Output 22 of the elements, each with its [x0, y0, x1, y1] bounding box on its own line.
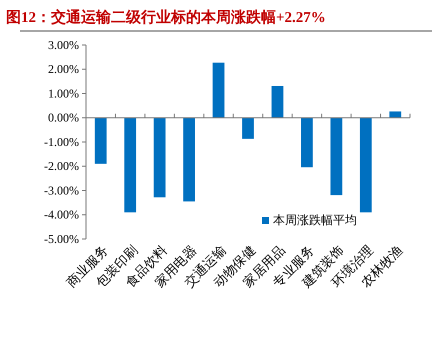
bar — [124, 118, 136, 212]
bar — [183, 118, 195, 202]
bar — [389, 111, 402, 118]
y-tick-label: -1.00% — [44, 134, 79, 149]
y-tick-label: -2.00% — [44, 159, 79, 174]
y-tick-label: 0.00% — [48, 110, 79, 125]
y-tick-label: -5.00% — [44, 232, 79, 246]
bar — [154, 118, 166, 198]
legend-label: 本周涨跌幅平均 — [273, 213, 357, 227]
y-tick-label: 2.00% — [48, 62, 79, 76]
y-tick-label: 3.00% — [48, 38, 79, 52]
bar — [330, 118, 342, 196]
y-tick-label: -3.00% — [44, 183, 79, 198]
bar — [242, 118, 254, 139]
bar — [212, 62, 224, 118]
chart-title: 图12：交通运输二级行业标的本周涨跌幅+2.27% — [6, 8, 326, 26]
y-tick-label: 1.00% — [48, 86, 79, 100]
bar — [94, 118, 107, 164]
bar — [272, 86, 284, 118]
bar — [360, 118, 372, 212]
y-tick-label: -4.00% — [44, 208, 79, 222]
bar — [301, 118, 313, 168]
